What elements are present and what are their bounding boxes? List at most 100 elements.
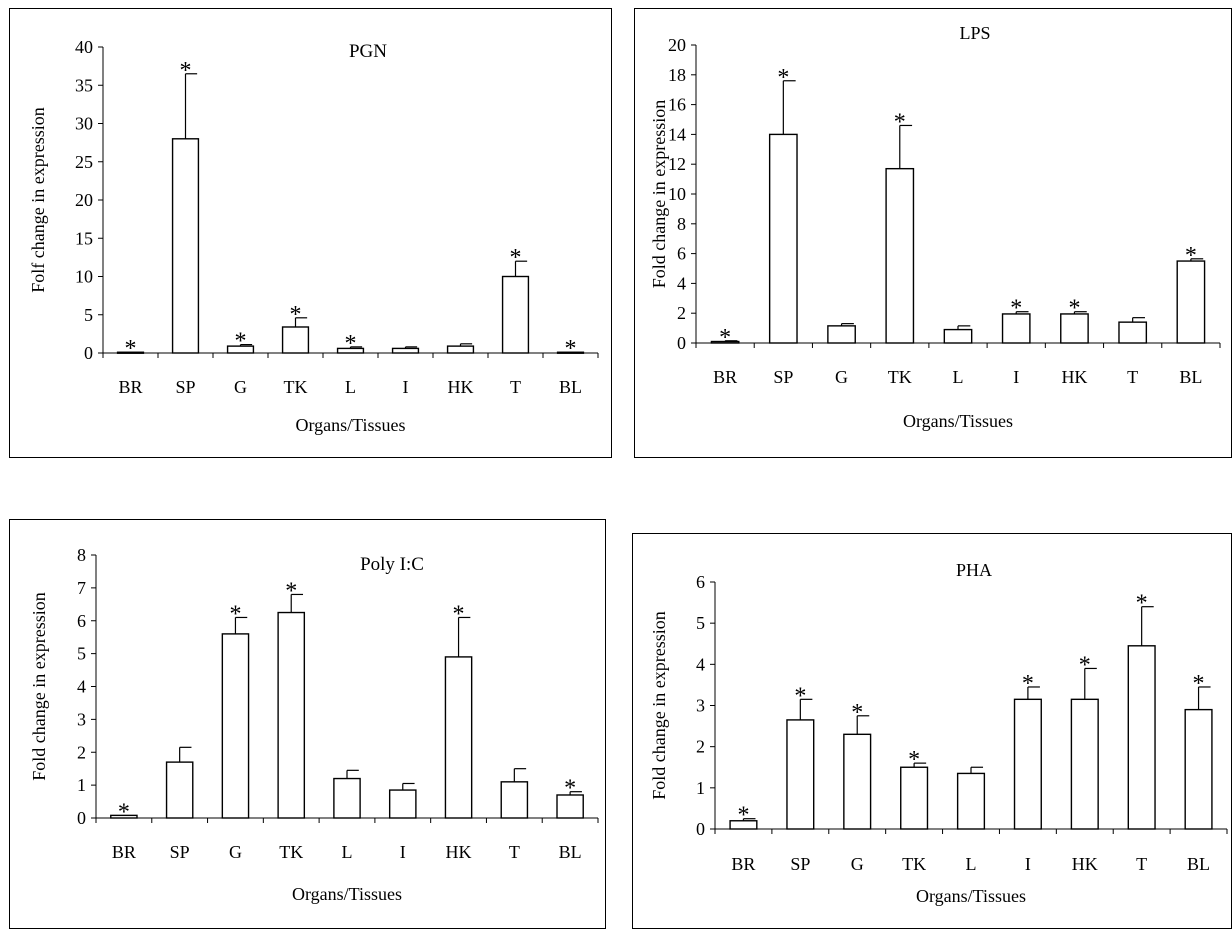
y-tick-label: 18	[668, 65, 686, 85]
bar-tk	[900, 766, 929, 830]
y-tick-label: 4	[677, 273, 686, 293]
bar-sp	[165, 761, 194, 819]
significance-marker: *	[851, 700, 863, 726]
bar-bl	[1176, 260, 1206, 344]
x-tick-label: T	[509, 842, 520, 862]
x-tick-label: L	[342, 842, 353, 862]
y-axis-label: Folf change in expression	[28, 107, 48, 292]
x-tick-label: HK	[1061, 367, 1087, 387]
y-tick-label: 12	[668, 154, 686, 174]
bar-hk	[1070, 698, 1099, 830]
y-tick-label: 1	[696, 778, 705, 798]
bar-g	[221, 633, 250, 819]
significance-marker: *	[345, 331, 357, 357]
x-tick-label: I	[403, 377, 409, 397]
x-axis-label: Organs/Tissues	[295, 415, 405, 435]
x-tick-label: BR	[713, 367, 737, 387]
x-tick-label: SP	[773, 367, 793, 387]
significance-marker: *	[510, 245, 522, 271]
bar-t	[500, 781, 529, 819]
chart-svg: 0 1 2 3 4 5 6 7 8 * BR SP * G * TK L I * HK T * BL Poly I:C Orga…	[29, 545, 599, 904]
y-tick-label: 30	[75, 114, 93, 134]
bar-hk	[446, 345, 475, 354]
chart-title: LPS	[959, 23, 990, 43]
significance-marker: *	[229, 601, 241, 627]
chart-svg: 0 5 10 15 20 25 30 35 40 * BR * SP * G * TK * L I HK * T * BL PGN…	[28, 37, 599, 435]
x-axis-label: Organs/Tissues	[292, 884, 402, 904]
bar-l	[943, 328, 973, 344]
x-tick-label: I	[1025, 854, 1031, 874]
significance-marker: *	[908, 747, 920, 773]
significance-marker: *	[290, 302, 302, 328]
significance-marker: *	[777, 65, 789, 91]
y-axis-label: Fold change in expression	[649, 611, 669, 799]
significance-marker: *	[1193, 671, 1205, 697]
bar-i	[1001, 313, 1031, 344]
significance-marker: *	[453, 601, 465, 627]
y-tick-label: 2	[696, 737, 705, 757]
significance-marker: *	[118, 799, 130, 825]
x-tick-label: SP	[175, 377, 195, 397]
chart-title: Poly I:C	[360, 554, 424, 575]
x-tick-label: L	[953, 367, 964, 387]
bar-hk	[1060, 313, 1089, 344]
x-tick-label: G	[234, 377, 247, 397]
x-axis-label: Organs/Tissues	[903, 411, 1013, 431]
y-tick-label: 5	[84, 305, 93, 325]
y-tick-label: 0	[84, 343, 93, 363]
bar-t	[1118, 321, 1148, 344]
y-tick-label: 25	[75, 152, 93, 172]
significance-marker: *	[1185, 243, 1197, 269]
bar-sp	[786, 719, 815, 830]
chart-svg: 0 2 4 6 8 10 12 14 16 18 20 * BR * SP G * TK L * I * HK T * BL LPS…	[649, 23, 1221, 431]
x-tick-label: HK	[448, 377, 474, 397]
x-tick-label: TK	[902, 854, 926, 874]
y-tick-label: 16	[668, 95, 686, 115]
x-tick-label: T	[510, 377, 521, 397]
x-tick-label: L	[345, 377, 356, 397]
y-tick-label: 14	[668, 124, 686, 144]
x-tick-label: HK	[446, 842, 472, 862]
x-tick-label: BL	[1187, 854, 1210, 874]
y-tick-label: 15	[75, 228, 93, 248]
bar-l	[333, 777, 361, 819]
bar-l	[956, 772, 986, 830]
bar-br	[116, 351, 145, 354]
bar-g	[827, 325, 856, 344]
bar-i	[388, 789, 417, 819]
significance-marker: *	[1010, 296, 1022, 322]
bar-hk	[444, 656, 473, 819]
y-tick-label: 6	[696, 572, 705, 592]
y-tick-label: 0	[696, 819, 705, 839]
significance-marker: *	[737, 803, 749, 829]
x-tick-label: T	[1136, 854, 1147, 874]
x-tick-label: SP	[170, 842, 190, 862]
y-axis-label: Fold change in expression	[29, 592, 49, 780]
y-tick-label: 0	[677, 333, 686, 353]
y-tick-label: 20	[668, 35, 686, 55]
x-tick-label: TK	[888, 367, 912, 387]
significance-marker: *	[285, 578, 297, 604]
y-tick-label: 1	[77, 775, 86, 795]
bar-tk	[281, 326, 310, 354]
bar-t	[501, 275, 530, 354]
bar-tk	[277, 611, 306, 819]
x-tick-label: I	[1013, 367, 1019, 387]
x-tick-label: G	[851, 854, 864, 874]
y-tick-label: 0	[77, 808, 86, 828]
y-tick-label: 5	[696, 613, 705, 633]
x-tick-label: BR	[731, 854, 755, 874]
bar-tk	[885, 167, 915, 344]
chart-svg: 0 1 2 3 4 5 6 * BR * SP * G * TK L * I * HK * T * BL PHA Organs/T…	[649, 560, 1228, 906]
y-tick-label: 2	[77, 742, 86, 762]
bar-bl	[556, 351, 585, 354]
bar-i	[1013, 698, 1042, 830]
significance-marker: *	[719, 325, 731, 351]
y-tick-label: 10	[668, 184, 686, 204]
significance-marker: *	[1136, 591, 1148, 617]
x-tick-label: G	[835, 367, 848, 387]
y-tick-label: 5	[77, 644, 86, 664]
x-tick-label: G	[229, 842, 242, 862]
y-tick-label: 20	[75, 190, 93, 210]
significance-marker: *	[894, 109, 906, 135]
